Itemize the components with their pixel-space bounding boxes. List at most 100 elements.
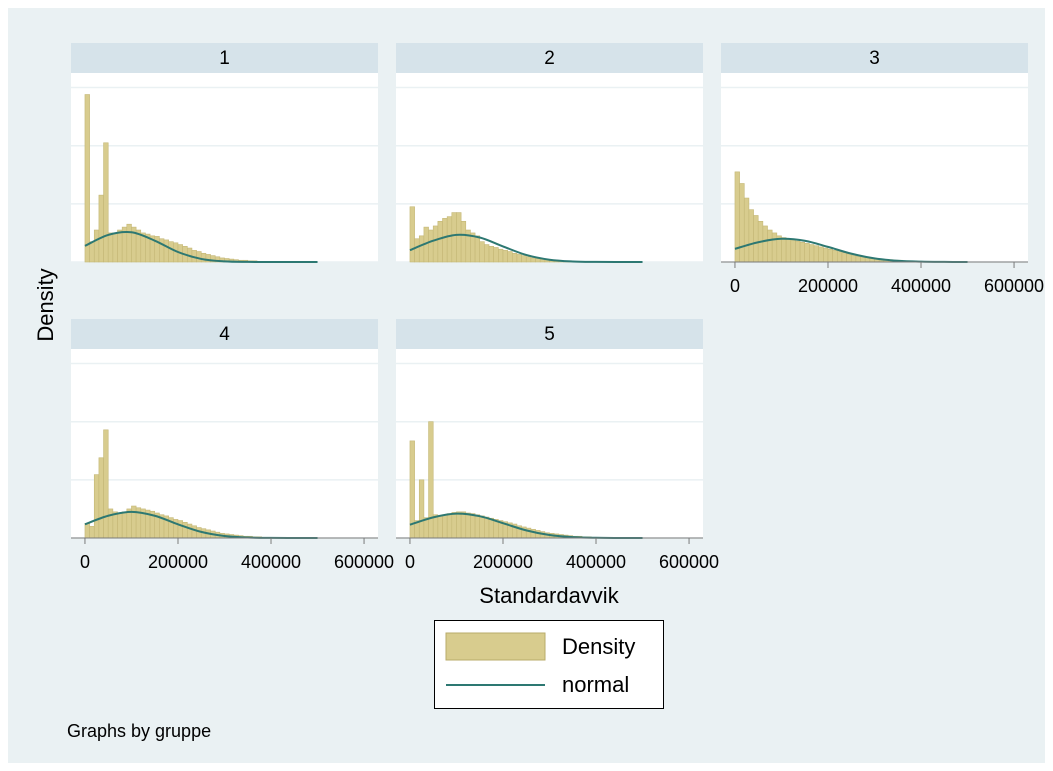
- histogram-bar: [516, 254, 522, 263]
- histogram-bar: [84, 523, 90, 539]
- histogram-bar: [456, 212, 462, 263]
- histogram-bar: [442, 218, 448, 263]
- histogram-bar: [832, 250, 838, 263]
- panel-header: [396, 319, 703, 349]
- histogram-bar: [437, 515, 443, 539]
- histogram-bar: [804, 243, 810, 263]
- histogram-bar: [465, 512, 471, 539]
- histogram-bar: [479, 241, 485, 263]
- histogram-bar: [191, 525, 197, 539]
- histogram-bar: [89, 526, 95, 539]
- panel-title: 1: [219, 48, 230, 69]
- histogram-bar: [827, 248, 833, 263]
- histogram-bar: [200, 252, 207, 263]
- histogram-bar: [502, 250, 508, 263]
- histogram-bar: [98, 194, 104, 263]
- histogram-bar: [836, 251, 843, 263]
- histogram-bar: [186, 523, 193, 539]
- panel-header: [71, 319, 378, 349]
- histogram-bar: [428, 421, 434, 539]
- panel-header: [721, 43, 1028, 73]
- histogram-bar: [103, 142, 109, 263]
- panel-header: [71, 43, 378, 73]
- histogram-bar: [117, 229, 123, 263]
- histogram-bar: [855, 255, 861, 263]
- histogram-bar: [790, 239, 796, 263]
- histogram-bar: [813, 245, 819, 263]
- x-tick-label: 600000: [334, 552, 394, 572]
- histogram-bar: [799, 241, 806, 263]
- histogram-bar: [196, 251, 202, 263]
- x-tick-label: 400000: [891, 276, 951, 296]
- histogram-bar: [767, 229, 773, 263]
- histogram-bar: [479, 515, 485, 539]
- histogram-bar: [484, 516, 490, 539]
- x-tick-label: 200000: [473, 552, 533, 572]
- histogram-bar: [818, 246, 824, 263]
- panel-title: 2: [544, 48, 555, 69]
- histogram-bar: [182, 521, 188, 539]
- histogram-bar: [437, 220, 443, 263]
- histogram-bar: [739, 183, 745, 263]
- histogram-bar: [103, 429, 109, 539]
- histogram-bar: [418, 235, 425, 263]
- histogram-bar: [823, 247, 829, 263]
- legend-label: normal: [562, 672, 629, 697]
- histogram-bar: [196, 527, 202, 539]
- normal-curve: [409, 233, 643, 263]
- histogram-bar: [474, 235, 481, 263]
- histogram-bar: [163, 239, 169, 263]
- histogram-bar: [84, 94, 90, 263]
- x-tick-label: 200000: [148, 552, 208, 572]
- x-tick-label: 400000: [241, 552, 301, 572]
- histogram-bar: [112, 232, 118, 263]
- histogram-bar: [850, 254, 857, 263]
- histogram-bar: [785, 238, 792, 263]
- histogram-bar: [530, 257, 536, 263]
- histogram-bar: [748, 209, 754, 263]
- histogram-bar: [474, 514, 481, 539]
- note: Graphs by gruppe: [67, 721, 211, 741]
- histogram-bar: [428, 229, 434, 263]
- histogram-bar: [846, 253, 852, 263]
- histogram-bar: [498, 248, 504, 263]
- histogram-bar: [168, 241, 174, 263]
- x-tick-label: 0: [730, 276, 740, 296]
- histogram-bar: [525, 256, 532, 263]
- histogram-bar: [112, 511, 118, 539]
- histogram-bar: [117, 513, 123, 539]
- histogram-bar: [107, 232, 114, 263]
- histogram-bar: [432, 514, 439, 539]
- histogram-bar: [93, 229, 100, 263]
- x-tick-label: 0: [405, 552, 415, 572]
- histogram-bar: [107, 508, 114, 539]
- legend-label: Density: [562, 634, 635, 659]
- histogram-bar: [743, 197, 750, 263]
- histogram-bar: [446, 216, 453, 263]
- normal-curve: [84, 230, 318, 264]
- legend-swatch: [445, 632, 546, 661]
- panel-title: 4: [219, 324, 230, 345]
- histogram-bar: [89, 241, 95, 263]
- histogram-bar: [753, 215, 759, 263]
- histogram-bar: [488, 245, 494, 263]
- plot-area: [396, 349, 703, 538]
- histogram-bar: [446, 513, 453, 539]
- histogram-bar: [530, 528, 536, 539]
- histogram-bar: [418, 479, 425, 539]
- histogram-bar: [432, 225, 439, 263]
- histogram-bar: [451, 212, 457, 263]
- x-axis-title: Standardavvik: [479, 583, 619, 608]
- y-axis-title: Density: [33, 268, 58, 341]
- histogram-bar: [460, 511, 467, 539]
- histogram-bar: [841, 252, 847, 263]
- histogram-bar: [795, 240, 801, 263]
- histogram-bar: [507, 251, 513, 263]
- histogram-bar: [511, 252, 518, 263]
- histogram-bar: [521, 255, 527, 263]
- x-tick-label: 400000: [566, 552, 626, 572]
- histogram-bar: [409, 206, 415, 263]
- histogram-bar: [177, 520, 183, 539]
- histogram-bar: [493, 247, 499, 263]
